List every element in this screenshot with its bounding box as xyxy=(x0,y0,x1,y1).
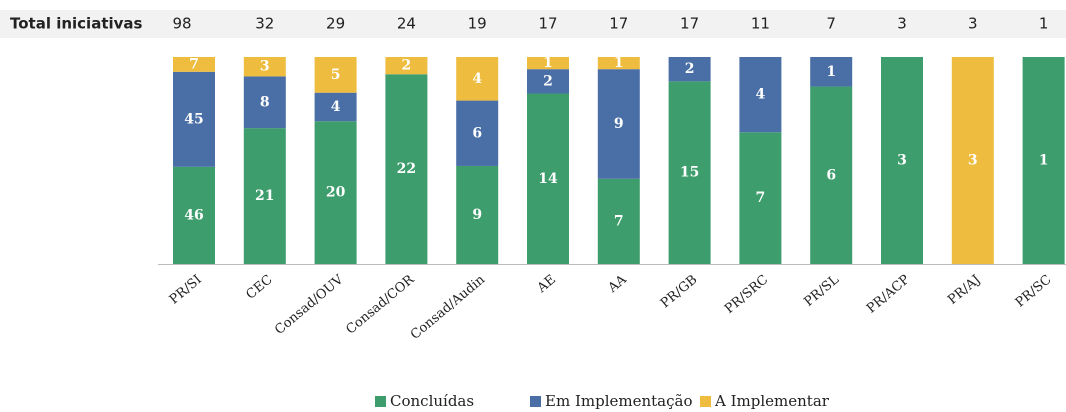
bar-segment xyxy=(739,57,782,133)
x-tick-label: PR/GB xyxy=(658,272,700,311)
segment-label: 14 xyxy=(538,171,558,187)
bar-segment xyxy=(314,57,357,93)
total-value: 3 xyxy=(968,15,978,33)
total-value: 19 xyxy=(468,15,487,33)
total-value: 17 xyxy=(609,15,628,33)
bar-segment xyxy=(527,69,569,94)
totals-band xyxy=(0,10,1066,38)
total-value: 17 xyxy=(680,15,699,33)
segment-label: 6 xyxy=(826,167,836,183)
bar-segment xyxy=(385,74,428,264)
segment-label: 4 xyxy=(756,87,766,103)
x-tick-label: Consad/COR xyxy=(343,271,418,337)
x-tick-label: AA xyxy=(605,272,630,297)
segment-label: 7 xyxy=(189,56,199,72)
segment-label: 1 xyxy=(826,64,836,80)
bar-segment xyxy=(314,121,357,264)
bar-segment xyxy=(243,76,286,129)
segment-label: 22 xyxy=(397,161,416,177)
total-value: 11 xyxy=(751,15,770,33)
bar-segment xyxy=(597,57,640,70)
segment-label: 45 xyxy=(184,111,203,127)
x-tick-label: Consad/Audin xyxy=(408,272,489,343)
segment-label: 2 xyxy=(543,73,553,89)
segment-label: 2 xyxy=(402,58,412,74)
total-value: 17 xyxy=(538,15,557,33)
bar-segment xyxy=(456,100,499,166)
bar-segment xyxy=(739,132,782,264)
legend-swatch xyxy=(375,396,386,407)
segment-label: 4 xyxy=(331,99,341,115)
bar-segment xyxy=(385,57,428,75)
x-tick-label: AE xyxy=(534,272,559,296)
bar-segment xyxy=(173,71,215,167)
segment-label: 3 xyxy=(968,153,978,169)
x-tick-label: PR/SC xyxy=(1013,272,1055,310)
bar-segment xyxy=(810,57,853,87)
bar-segment xyxy=(243,57,286,77)
total-value: 1 xyxy=(1039,15,1049,33)
legend-label: A Implementar xyxy=(714,392,830,410)
x-tick-label: PR/ACP xyxy=(864,272,913,316)
x-tick-label: PR/SI xyxy=(167,272,205,307)
segment-label: 46 xyxy=(184,207,203,223)
total-value: 98 xyxy=(172,15,191,33)
bar-segment xyxy=(243,128,286,264)
segment-label: 8 xyxy=(260,94,270,110)
bar-segment xyxy=(456,57,499,101)
x-tick-label: PR/AJ xyxy=(945,272,983,308)
total-value: 32 xyxy=(255,15,274,33)
segment-label: 7 xyxy=(756,190,766,206)
segment-label: 9 xyxy=(472,207,482,223)
bar-segment xyxy=(810,86,853,264)
segment-label: 9 xyxy=(614,116,624,132)
total-value: 29 xyxy=(326,15,345,33)
bar-segment xyxy=(597,178,640,264)
x-tick-label: PR/SRC xyxy=(722,272,771,317)
segment-label: 6 xyxy=(472,125,482,141)
segment-label: 3 xyxy=(260,59,270,75)
bar-segment xyxy=(527,57,569,70)
total-value: 7 xyxy=(826,15,836,33)
x-tick-label: Consad/OUV xyxy=(272,272,347,338)
x-tick-label: CEC xyxy=(243,272,275,302)
segment-label: 15 xyxy=(680,165,699,181)
legend-label: Em Implementação xyxy=(545,392,692,410)
segment-label: 3 xyxy=(897,153,907,169)
legend-swatch xyxy=(700,396,711,407)
totals-label: Total iniciativas xyxy=(10,15,143,33)
segment-label: 21 xyxy=(255,188,274,204)
bar-segment xyxy=(668,81,711,265)
bar-segment xyxy=(668,57,711,82)
x-tick-label: PR/SL xyxy=(801,272,842,310)
bar-segment xyxy=(881,57,923,264)
segment-label: 5 xyxy=(331,67,341,83)
bar-segment xyxy=(527,93,569,264)
bar-segment xyxy=(314,92,357,122)
segment-label: 20 xyxy=(326,185,346,201)
bar-segment xyxy=(173,166,215,264)
bar-segment xyxy=(173,57,215,72)
segment-label: 1 xyxy=(614,55,624,71)
bar-segment xyxy=(951,57,994,264)
legend-label: Concluídas xyxy=(390,392,474,410)
segment-label: 1 xyxy=(543,55,553,71)
bar-segment xyxy=(456,165,499,264)
total-value: 24 xyxy=(397,15,416,33)
bar-segment xyxy=(597,69,640,179)
segment-label: 2 xyxy=(685,61,695,77)
segment-label: 4 xyxy=(472,71,482,87)
total-value: 3 xyxy=(897,15,907,33)
segment-label: 7 xyxy=(614,213,624,229)
segment-label: 1 xyxy=(1039,153,1049,169)
legend-swatch xyxy=(530,396,541,407)
bar-segment xyxy=(1022,57,1065,264)
